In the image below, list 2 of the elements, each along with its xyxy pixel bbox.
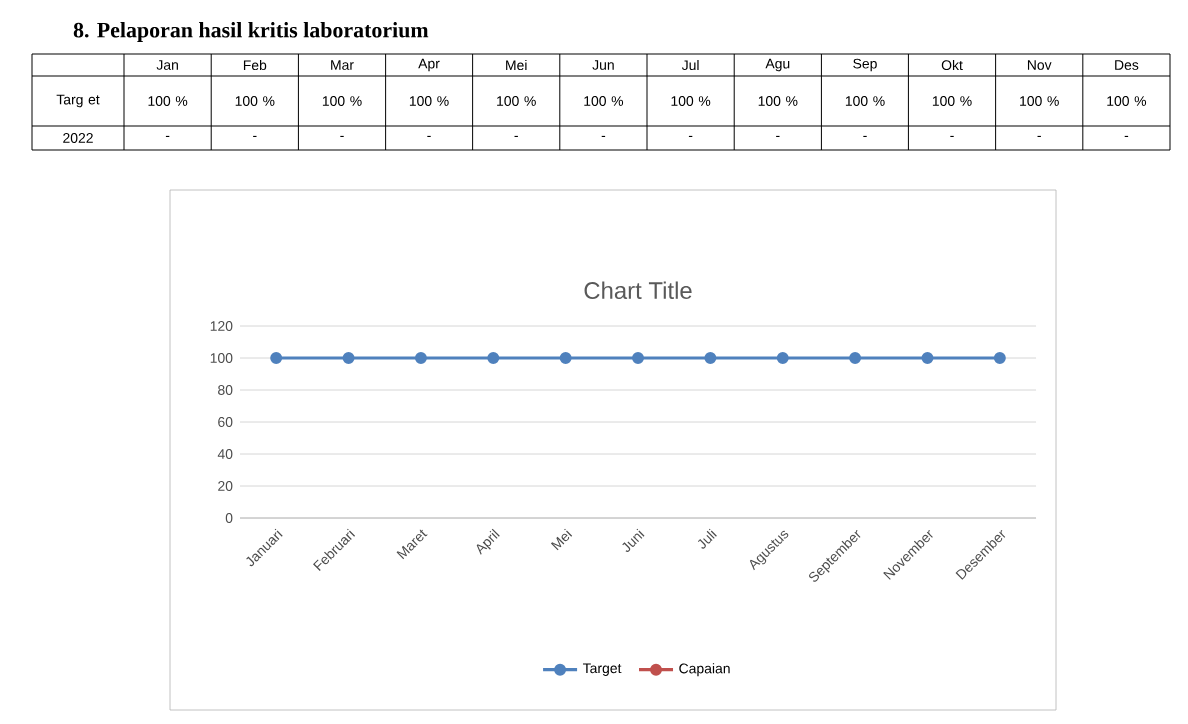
chart-title: 8. Pelaporan hasil kritis laboratorium (73, 22, 429, 42)
chart-subtitle: Chart Title (584, 281, 692, 299)
